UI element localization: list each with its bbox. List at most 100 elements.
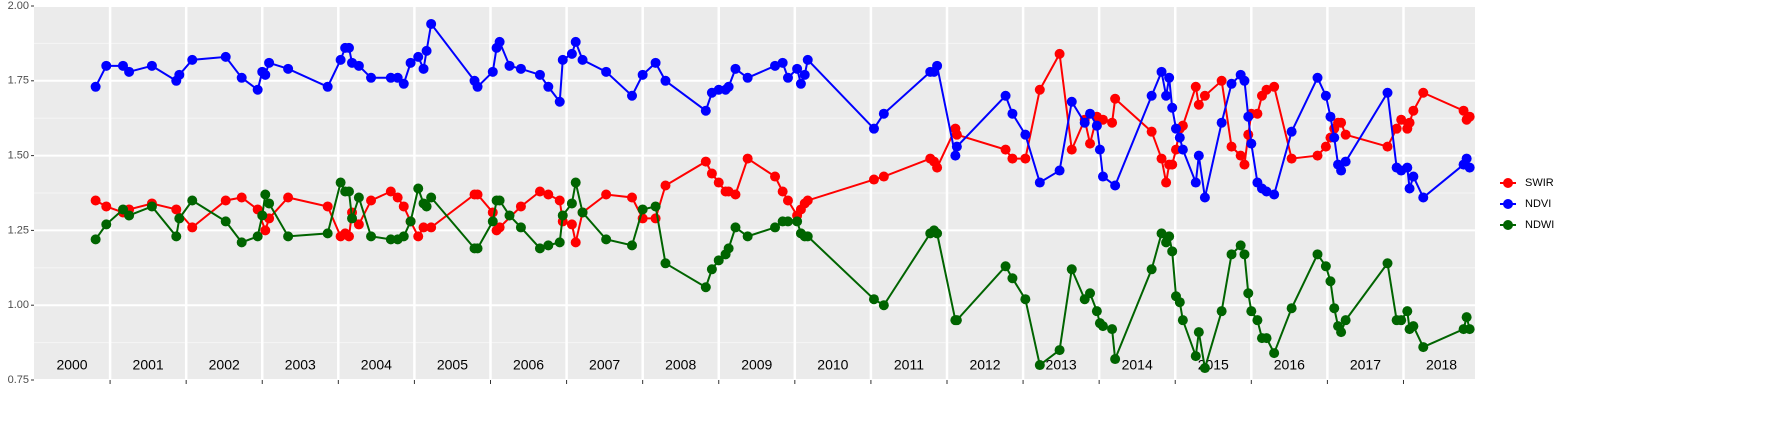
data-point <box>566 48 577 59</box>
y-tick-label: 1.75 <box>8 75 29 87</box>
legend-label: NDVI <box>1525 198 1551 210</box>
data-point <box>792 63 803 74</box>
data-point <box>1097 321 1108 332</box>
data-point <box>264 198 275 209</box>
data-point <box>1000 90 1011 101</box>
data-point <box>1286 153 1297 164</box>
data-point <box>878 171 889 182</box>
data-point <box>101 60 112 71</box>
data-point <box>187 222 198 233</box>
data-point <box>343 42 354 53</box>
data-point <box>742 153 753 164</box>
data-point <box>1382 87 1393 98</box>
data-point <box>1177 144 1188 155</box>
data-point <box>1269 81 1280 92</box>
data-point <box>1066 144 1077 155</box>
data-point <box>1340 315 1351 326</box>
data-point <box>1007 108 1018 119</box>
data-point <box>1034 84 1045 95</box>
data-point <box>236 72 247 83</box>
data-point <box>1199 90 1210 101</box>
data-point <box>601 189 612 200</box>
data-point <box>1190 177 1201 188</box>
data-point <box>1161 177 1172 188</box>
data-point <box>1226 78 1237 89</box>
legend-marker <box>1503 220 1513 230</box>
year-label: 2014 <box>1122 357 1153 373</box>
data-point <box>487 216 498 227</box>
year-label: 2011 <box>894 357 924 373</box>
data-point <box>1312 249 1323 260</box>
data-point <box>554 237 565 248</box>
data-point <box>1156 66 1167 77</box>
data-point <box>1091 120 1102 131</box>
data-point <box>650 57 661 68</box>
year-label: 2000 <box>56 357 87 373</box>
data-point <box>1226 249 1237 260</box>
data-point <box>1007 273 1018 284</box>
data-point <box>543 189 554 200</box>
data-point <box>1000 144 1011 155</box>
data-point <box>472 81 483 92</box>
data-point <box>171 204 182 215</box>
data-point <box>1193 99 1204 110</box>
data-point <box>118 60 129 71</box>
data-point <box>1243 288 1254 299</box>
data-point <box>101 201 112 212</box>
data-point <box>504 210 515 221</box>
data-point <box>1461 153 1472 164</box>
data-point <box>101 219 112 230</box>
y-tick-label: 1.50 <box>8 150 29 162</box>
data-point <box>742 231 753 242</box>
data-point <box>1320 90 1331 101</box>
data-point <box>566 219 577 230</box>
data-point <box>418 63 429 74</box>
data-point <box>1161 90 1172 101</box>
data-point <box>1336 165 1347 176</box>
data-point <box>1216 117 1227 128</box>
data-point <box>1340 156 1351 167</box>
year-label: 2017 <box>1350 357 1381 373</box>
y-tick-label: 0.75 <box>8 374 29 386</box>
data-point <box>700 156 711 167</box>
data-point <box>1110 180 1121 191</box>
data-point <box>146 60 157 71</box>
data-point <box>730 63 741 74</box>
data-point <box>322 228 333 239</box>
data-point <box>421 201 432 212</box>
data-point <box>421 45 432 56</box>
data-point <box>1261 333 1272 344</box>
data-point <box>1066 264 1077 275</box>
data-point <box>1097 114 1108 125</box>
data-point <box>1177 315 1188 326</box>
data-point <box>601 234 612 245</box>
data-point <box>335 54 346 65</box>
data-point <box>252 231 263 242</box>
data-point <box>236 237 247 248</box>
data-point <box>146 201 157 212</box>
data-point <box>171 231 182 242</box>
data-point <box>1235 240 1246 251</box>
data-point <box>1402 162 1413 173</box>
data-point <box>1325 111 1336 122</box>
data-point <box>426 192 437 203</box>
year-label: 2004 <box>361 357 392 373</box>
data-point <box>1170 144 1181 155</box>
data-point <box>543 240 554 251</box>
data-point <box>1461 312 1472 323</box>
data-point <box>1174 132 1185 143</box>
data-point <box>426 222 437 233</box>
data-point <box>1464 324 1475 335</box>
year-label: 2009 <box>741 357 772 373</box>
data-point <box>472 243 483 254</box>
data-point <box>534 69 545 80</box>
data-point <box>1336 327 1347 338</box>
data-point <box>777 186 788 197</box>
data-point <box>577 54 588 65</box>
data-point <box>1408 105 1419 116</box>
data-point <box>1252 315 1263 326</box>
data-point <box>1199 363 1210 374</box>
data-point <box>1000 261 1011 272</box>
data-point <box>118 204 129 215</box>
data-point <box>868 174 879 185</box>
